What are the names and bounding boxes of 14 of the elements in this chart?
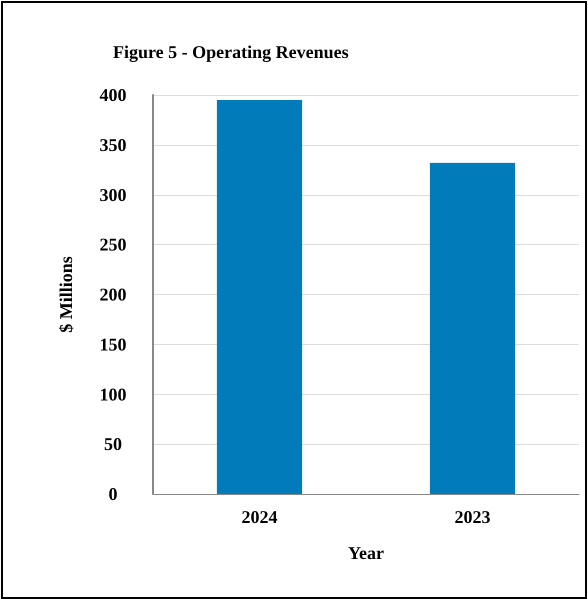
y-tick-label: 100 [100,384,126,404]
y-tick-label: 250 [100,234,126,255]
x-axis-title: Year [348,543,384,563]
y-tick-label: 400 [100,85,126,105]
y-tick-label: 0 [108,484,118,504]
y-tick-label: 150 [100,334,126,354]
y-tick-label: 50 [104,434,122,454]
chart-title: Figure 5 - Operating Revenues [113,42,349,62]
y-axis-title: $ Millions [56,256,76,333]
x-tick-label: 2023 [454,507,490,527]
y-tick-label: 350 [100,134,126,155]
x-tick-label: 2024 [242,507,278,527]
y-tick-label: 200 [100,284,126,304]
y-tick-label: 300 [100,184,126,205]
